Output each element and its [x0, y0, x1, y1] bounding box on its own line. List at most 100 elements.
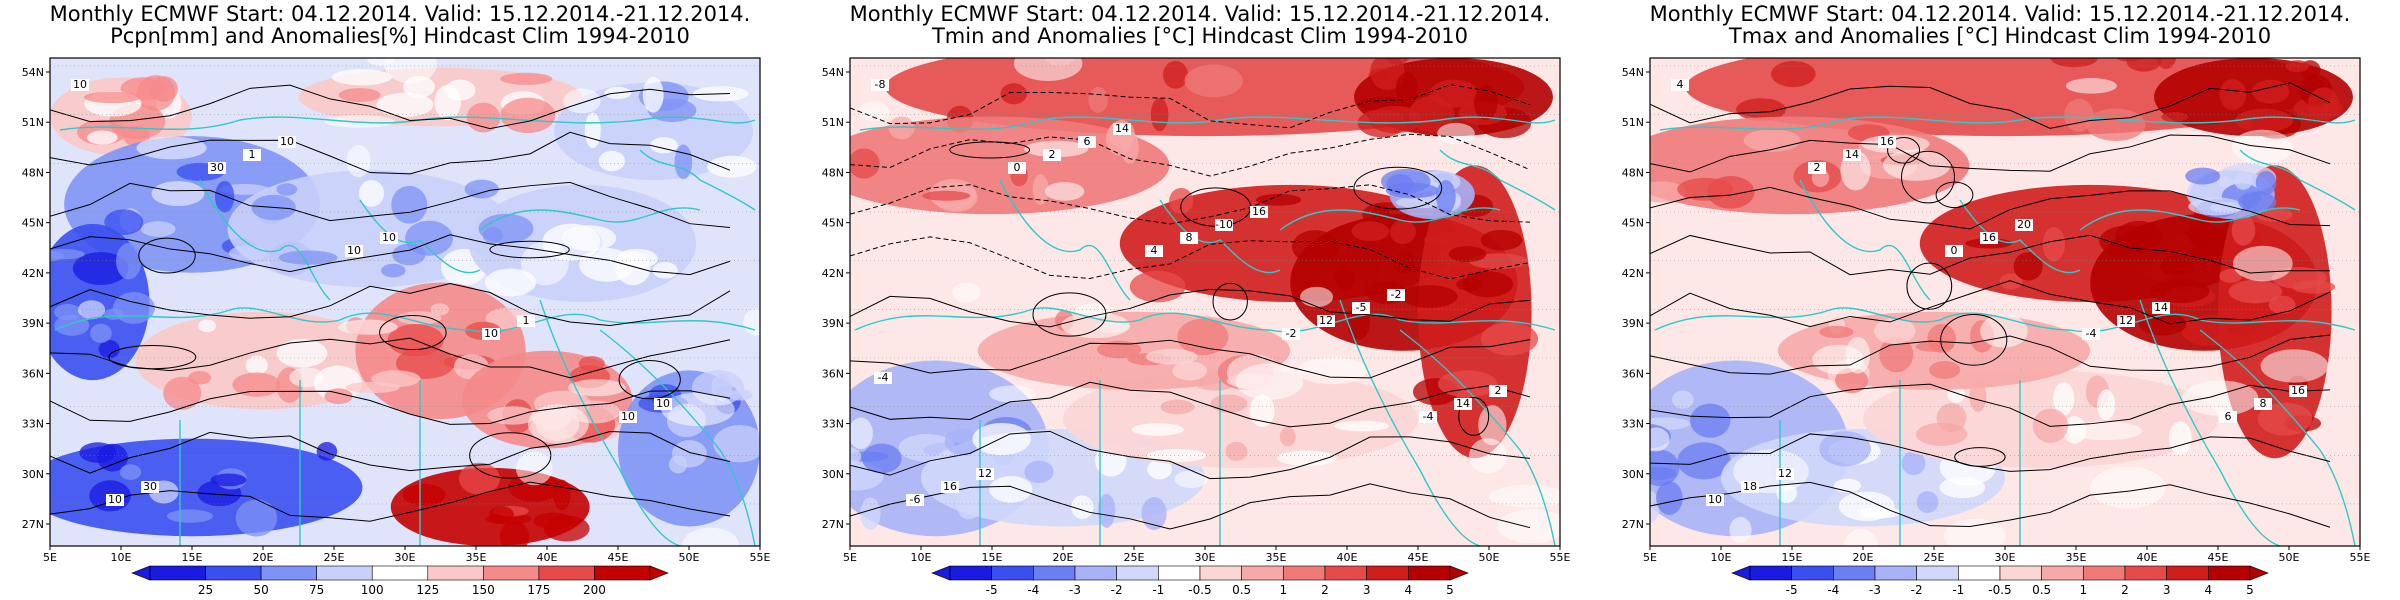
contour-label: 2: [1495, 384, 1502, 397]
contour-label: 0: [1014, 161, 1021, 174]
contour-label: 30: [210, 161, 224, 174]
contour-label: 1: [249, 148, 256, 161]
colorbar-label: -1: [1952, 583, 1964, 597]
colorbar-label: -4: [1827, 583, 1839, 597]
lon-tick-label: 20E: [1853, 551, 1874, 564]
lon-tick-label: 40E: [2137, 551, 2158, 564]
lon-tick-label: 25E: [1924, 551, 1945, 564]
contour-label: 18: [1743, 480, 1757, 493]
lat-tick-label: 27N: [822, 518, 844, 531]
colorbar-label: -2: [1111, 583, 1123, 597]
panel-title-line2: Pcpn[mm] and Anomalies[%] Hindcast Clim …: [110, 24, 690, 48]
lon-tick-label: 25E: [324, 551, 345, 564]
lon-tick-label: 15E: [1782, 551, 1803, 564]
colorbar-label: 175: [527, 583, 550, 597]
colorbar-label: 4: [2205, 583, 2213, 597]
lon-tick-label: 30E: [1195, 551, 1216, 564]
colorbar-label: 125: [416, 583, 439, 597]
colorbar-label: 200: [583, 583, 606, 597]
colorbar-label: 1: [1280, 583, 1288, 597]
contour-label: 10: [73, 78, 87, 91]
colorbar-label: 0.5: [2032, 583, 2051, 597]
contour-label: 16: [1880, 135, 1894, 148]
contour-label: 10: [484, 327, 498, 340]
colorbar: -5 -4 -3 -2 -1 -0.5 0.5 1 2 3 4 5: [931, 565, 1469, 597]
map-tmin: -804-2-4-6281214166-10-52121416-2-454N51…: [822, 57, 1571, 597]
lat-tick-label: 54N: [822, 66, 844, 79]
contour-label: 4: [1677, 78, 1684, 91]
lon-tick-label: 20E: [253, 551, 274, 564]
lat-tick-label: 48N: [822, 166, 844, 179]
lon-tick-label: 5E: [843, 551, 857, 564]
contour-label: 12: [978, 467, 992, 480]
lon-tick-label: 35E: [1266, 551, 1287, 564]
colorbar-label: 5: [1446, 583, 1454, 597]
panel-title-line1: Monthly ECMWF Start: 04.12.2014. Valid: …: [1649, 2, 2351, 26]
contour-label: -4: [878, 371, 889, 384]
lat-tick-label: 27N: [1622, 518, 1644, 531]
panel-title-line1: Monthly ECMWF Start: 04.12.2014. Valid: …: [849, 2, 1551, 26]
lat-tick-label: 36N: [1622, 367, 1644, 380]
contour-label: 10: [621, 410, 635, 423]
lat-tick-label: 33N: [22, 418, 44, 431]
colorbar-label: 3: [1363, 583, 1371, 597]
colorbar-label: -3: [1069, 583, 1081, 597]
contour-label: 30: [143, 480, 157, 493]
contour-label: 4: [1151, 244, 1158, 257]
lat-tick-label: 42N: [22, 267, 44, 280]
lon-tick-label: 35E: [2066, 551, 2087, 564]
contour-label: 12: [2119, 314, 2133, 327]
contour-label: 10: [656, 397, 670, 410]
panel-title-line2: Tmax and Anomalies [°C] Hindcast Clim 19…: [1728, 24, 2272, 48]
contour-label: 6: [2225, 410, 2232, 423]
contour-label: 8: [1186, 231, 1193, 244]
lat-tick-label: 45N: [822, 217, 844, 230]
panel-tmax: Monthly ECMWF Start: 04.12.2014. Valid: …: [1600, 0, 2400, 600]
lon-tick-label: 40E: [537, 551, 558, 564]
contour-label: -6: [910, 493, 921, 506]
contour-label: 16: [2291, 384, 2305, 397]
colorbar: -5 -4 -3 -2 -1 -0.5 0.5 1 2 3 4 5: [1731, 565, 2269, 597]
contour-label: 12: [1319, 314, 1333, 327]
contour-label: 14: [1845, 148, 1859, 161]
colorbar-label: 5: [2246, 583, 2254, 597]
colorbar-label: 150: [472, 583, 495, 597]
lon-tick-label: 15E: [182, 551, 203, 564]
contour-label: 2: [1814, 161, 1821, 174]
panel-precipitation: Monthly ECMWF Start: 04.12.2014. Valid: …: [0, 0, 800, 600]
lat-tick-label: 42N: [1622, 267, 1644, 280]
lon-tick-label: 10E: [1711, 551, 1732, 564]
colorbar-label: -3: [1869, 583, 1881, 597]
contour-label: 10: [108, 493, 122, 506]
contour-label: 14: [2154, 301, 2168, 314]
lon-tick-label: 45E: [608, 551, 629, 564]
colorbar-label: 2: [2121, 583, 2129, 597]
lat-tick-label: 54N: [22, 66, 44, 79]
colorbar-label: 1: [2080, 583, 2088, 597]
contour-label: 16: [1252, 205, 1266, 218]
lat-tick-label: 48N: [1622, 166, 1644, 179]
lon-tick-label: 5E: [1643, 551, 1657, 564]
colorbar-label: 50: [253, 583, 268, 597]
contour-label: 14: [1456, 397, 1470, 410]
lat-tick-label: 39N: [822, 317, 844, 330]
lat-tick-label: 45N: [22, 217, 44, 230]
lon-tick-label: 20E: [1053, 551, 1074, 564]
lon-tick-label: 10E: [111, 551, 132, 564]
contour-label: 10: [1708, 493, 1722, 506]
colorbar-label: -0.5: [1988, 583, 2011, 597]
contour-label: -2: [1286, 327, 1297, 340]
lon-tick-label: 45E: [2208, 551, 2229, 564]
lat-tick-label: 30N: [1622, 468, 1644, 481]
lat-tick-label: 45N: [1622, 217, 1644, 230]
lat-tick-label: 51N: [1622, 116, 1644, 129]
contour-label: 2: [1049, 148, 1056, 161]
colorbar-label: -5: [986, 583, 998, 597]
map-tmax: 420-4610141612818162014161254N51N48N45N4…: [1622, 57, 2371, 597]
lon-tick-label: 45E: [1408, 551, 1429, 564]
lat-tick-label: 39N: [1622, 317, 1644, 330]
lon-tick-label: 30E: [1995, 551, 2016, 564]
lat-tick-label: 30N: [822, 468, 844, 481]
colorbar-label: -0.5: [1188, 583, 1211, 597]
panel-title-line2: Tmin and Anomalies [°C] Hindcast Clim 19…: [931, 24, 1469, 48]
